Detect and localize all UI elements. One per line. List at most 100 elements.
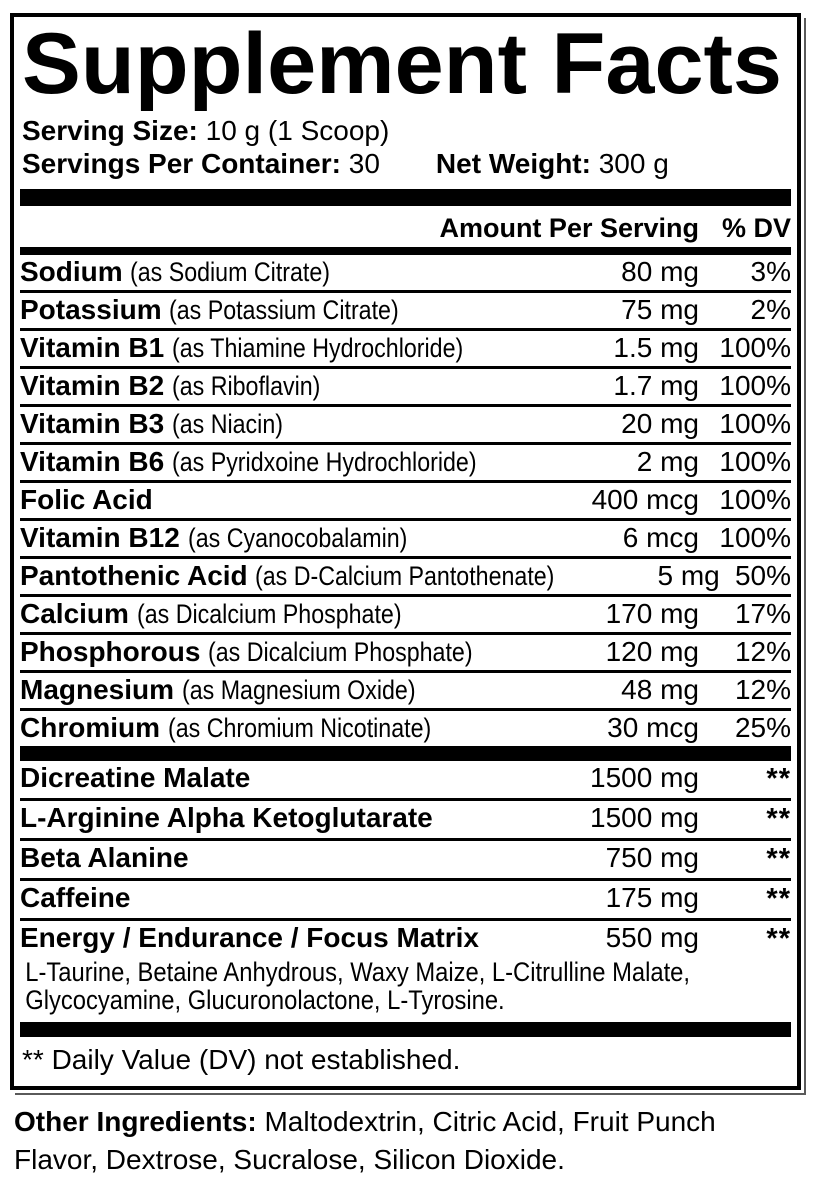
ingredient-dv: 100% bbox=[719, 408, 791, 439]
ingredient-name-text: Potassium bbox=[20, 294, 162, 325]
ingredient-name-text: Beta Alanine bbox=[20, 842, 189, 873]
table-row-main: L-Arginine Alpha Ketoglutarate 1500 mg ** bbox=[20, 801, 791, 838]
ingredient-name-text: Vitamin B2 bbox=[20, 370, 165, 401]
ingredient-name: Chromium (as Chromium Nicotinate) bbox=[20, 711, 549, 745]
table-row: Beta Alanine 750 mg ** bbox=[20, 841, 791, 881]
ingredient-name: L-Arginine Alpha Ketoglutarate bbox=[20, 801, 549, 835]
table-row-main: Sodium (as Sodium Citrate) 80 mg 3% bbox=[20, 255, 791, 290]
table-row: Caffeine 175 mg ** bbox=[20, 881, 791, 921]
ingredient-name: Phosphorous (as Dicalcium Phosphate) bbox=[20, 635, 549, 669]
table-row: Sodium (as Sodium Citrate) 80 mg 3% bbox=[20, 255, 791, 293]
ingredient-dv: 3% bbox=[750, 256, 791, 287]
servings-net-weight-line: Servings Per Container: 30 Net Weight: 3… bbox=[22, 147, 791, 180]
table-row-main: Calcium (as Dicalcium Phosphate) 170 mg 17… bbox=[20, 597, 791, 632]
ingredient-dv: ** bbox=[766, 883, 791, 915]
ingredient-amount: 170 mg bbox=[605, 598, 699, 629]
table-header: Amount Per Serving % DV bbox=[20, 206, 791, 247]
ingredient-name: Energy / Endurance / Focus Matrix bbox=[20, 921, 549, 955]
servings-per-container-value: 30 bbox=[340, 148, 380, 179]
net-weight: Net Weight: 300 g bbox=[436, 147, 669, 180]
serving-size-label: Serving Size: bbox=[22, 115, 198, 146]
ingredient-dv: 17% bbox=[734, 598, 791, 629]
sub-ingredients-line: Glycocyamine, Glucuronolactone, L-Tyrosi… bbox=[25, 985, 505, 1015]
ingredient-amount: 75 mg bbox=[621, 294, 699, 325]
ingredient-amount: 1.5 mg bbox=[613, 332, 699, 363]
table-row: Vitamin B1 (as Thiamine Hydrochloride) 1.… bbox=[20, 331, 791, 369]
table-row-main: Pantothenic Acid (as D-Calcium Pantothen… bbox=[20, 559, 791, 594]
servings-per-container-label: Servings Per Container: bbox=[22, 148, 341, 179]
table-row: Vitamin B2 (as Riboflavin) 1.7 mg 100% bbox=[20, 369, 791, 407]
ingredient-name-text: Magnesium bbox=[20, 674, 175, 705]
ingredient-name: Magnesium (as Magnesium Oxide) bbox=[20, 673, 549, 707]
ingredient-detail: (as Riboflavin) bbox=[171, 371, 321, 401]
ingredient-dv: ** bbox=[766, 763, 791, 795]
ingredient-amount: 175 mg bbox=[605, 882, 699, 913]
table-row-main: Vitamin B1 (as Thiamine Hydrochloride) 1.… bbox=[20, 331, 791, 366]
table-row-main: Potassium (as Potassium Citrate) 75 mg 2% bbox=[20, 293, 791, 328]
ingredient-dv: 100% bbox=[719, 370, 791, 401]
ingredient-name: Dicreatine Malate bbox=[20, 761, 549, 795]
ingredient-detail: (as Pyridxoine Hydrochloride) bbox=[171, 447, 477, 477]
ingredient-name-text: L-Arginine Alpha Ketoglutarate bbox=[20, 802, 433, 833]
page-title: Supplement Facts bbox=[22, 24, 782, 112]
ingredient-name: Vitamin B12 (as Cyanocobalamin) bbox=[20, 521, 549, 555]
serving-size-value: 10 g (1 Scoop) bbox=[197, 115, 390, 146]
ingredient-dv: 100% bbox=[719, 484, 791, 515]
table-row-main: Vitamin B12 (as Cyanocobalamin) 6 mcg 100% bbox=[20, 521, 791, 556]
table-row-main: Magnesium (as Magnesium Oxide) 48 mg 12% bbox=[20, 673, 791, 708]
table-row: Energy / Endurance / Focus Matrix 550 mg *… bbox=[20, 921, 791, 1022]
table-row-main: Folic Acid 400 mcg 100% bbox=[20, 483, 791, 518]
table-row-main: Phosphorous (as Dicalcium Phosphate) 120 … bbox=[20, 635, 791, 670]
sub-ingredients-line: L-Taurine, Betaine Anhydrous, Waxy Maize… bbox=[25, 957, 690, 987]
table-row: Vitamin B12 (as Cyanocobalamin) 6 mcg 100% bbox=[20, 521, 791, 559]
net-weight-label: Net Weight: bbox=[435, 148, 591, 179]
ingredient-amount: 6 mcg bbox=[622, 522, 699, 553]
ingredient-name-text: Dicreatine Malate bbox=[20, 762, 251, 793]
ingredient-name: Caffeine bbox=[20, 881, 549, 915]
ingredient-amount: 2 mg bbox=[636, 446, 699, 477]
table-row: Folic Acid 400 mcg 100% bbox=[20, 483, 791, 521]
table-row: Vitamin B3 (as Niacin) 20 mg 100% bbox=[20, 407, 791, 445]
supplement-facts-panel: Supplement Facts Serving Size: 10 g (1 S… bbox=[10, 13, 801, 1090]
ingredient-dv: 100% bbox=[719, 446, 791, 477]
ingredient-detail: (as Potassium Citrate) bbox=[169, 295, 400, 325]
ingredient-name-text: Energy / Endurance / Focus Matrix bbox=[20, 922, 480, 953]
table-row-main: Vitamin B2 (as Riboflavin) 1.7 mg 100% bbox=[20, 369, 791, 404]
ingredient-dv: 12% bbox=[734, 636, 791, 667]
table-row-main: Beta Alanine 750 mg ** bbox=[20, 841, 791, 878]
table-row-main: Vitamin B6 (as Pyridxoine Hydrochloride)… bbox=[20, 445, 791, 480]
ingredient-name: Vitamin B1 (as Thiamine Hydrochloride) bbox=[20, 331, 549, 365]
table-row: Potassium (as Potassium Citrate) 75 mg 2% bbox=[20, 293, 791, 331]
ingredient-dv: ** bbox=[766, 843, 791, 875]
ingredient-name-text: Calcium bbox=[20, 598, 129, 629]
table-row-main: Dicreatine Malate 1500 mg ** bbox=[20, 761, 791, 798]
ingredient-detail: (as Dicalcium Phosphate) bbox=[136, 599, 402, 629]
page-title-text: Supplement Facts bbox=[22, 24, 782, 112]
divider-bar-medium bbox=[20, 247, 791, 255]
ingredient-name-text: Vitamin B3 bbox=[20, 408, 165, 439]
dv-footnote: ** Daily Value (DV) not established. bbox=[22, 1044, 461, 1075]
ingredient-detail: (as Cyanocobalamin) bbox=[187, 523, 407, 553]
ingredient-amount: 20 mg bbox=[621, 408, 699, 439]
ingredient-name: Folic Acid bbox=[20, 483, 549, 517]
amount-per-serving-header: Amount Per Serving bbox=[439, 213, 699, 243]
ingredient-amount: 400 mcg bbox=[591, 484, 699, 515]
ingredient-amount: 1500 mg bbox=[590, 762, 699, 793]
serving-info: Serving Size: 10 g (1 Scoop) Servings Pe… bbox=[22, 114, 791, 180]
table-row: Vitamin B6 (as Pyridxoine Hydrochloride)… bbox=[20, 445, 791, 483]
table-row-main: Caffeine 175 mg ** bbox=[20, 881, 791, 918]
ingredient-detail: (as D-Calcium Pantothenate) bbox=[255, 561, 555, 591]
ingredient-detail: (as Thiamine Hydrochloride) bbox=[171, 333, 464, 363]
ingredient-dv: 2% bbox=[750, 294, 791, 325]
ingredient-name-text: Pantothenic Acid bbox=[20, 560, 248, 591]
ingredient-detail: (as Chromium Nicotinate) bbox=[167, 713, 432, 743]
ingredient-name-text: Chromium bbox=[20, 712, 160, 743]
servings-per-container: Servings Per Container: 30 bbox=[22, 147, 380, 180]
table-row: Phosphorous (as Dicalcium Phosphate) 120 … bbox=[20, 635, 791, 673]
ingredient-detail: (as Niacin) bbox=[171, 409, 283, 439]
performance-rows: Dicreatine Malate 1500 mg ** L-Arginine Alp… bbox=[20, 761, 791, 1022]
ingredient-name: Vitamin B6 (as Pyridxoine Hydrochloride) bbox=[20, 445, 549, 479]
divider-bar-thick bbox=[20, 189, 791, 206]
ingredient-amount: 750 mg bbox=[605, 842, 699, 873]
ingredient-dv: ** bbox=[766, 803, 791, 835]
